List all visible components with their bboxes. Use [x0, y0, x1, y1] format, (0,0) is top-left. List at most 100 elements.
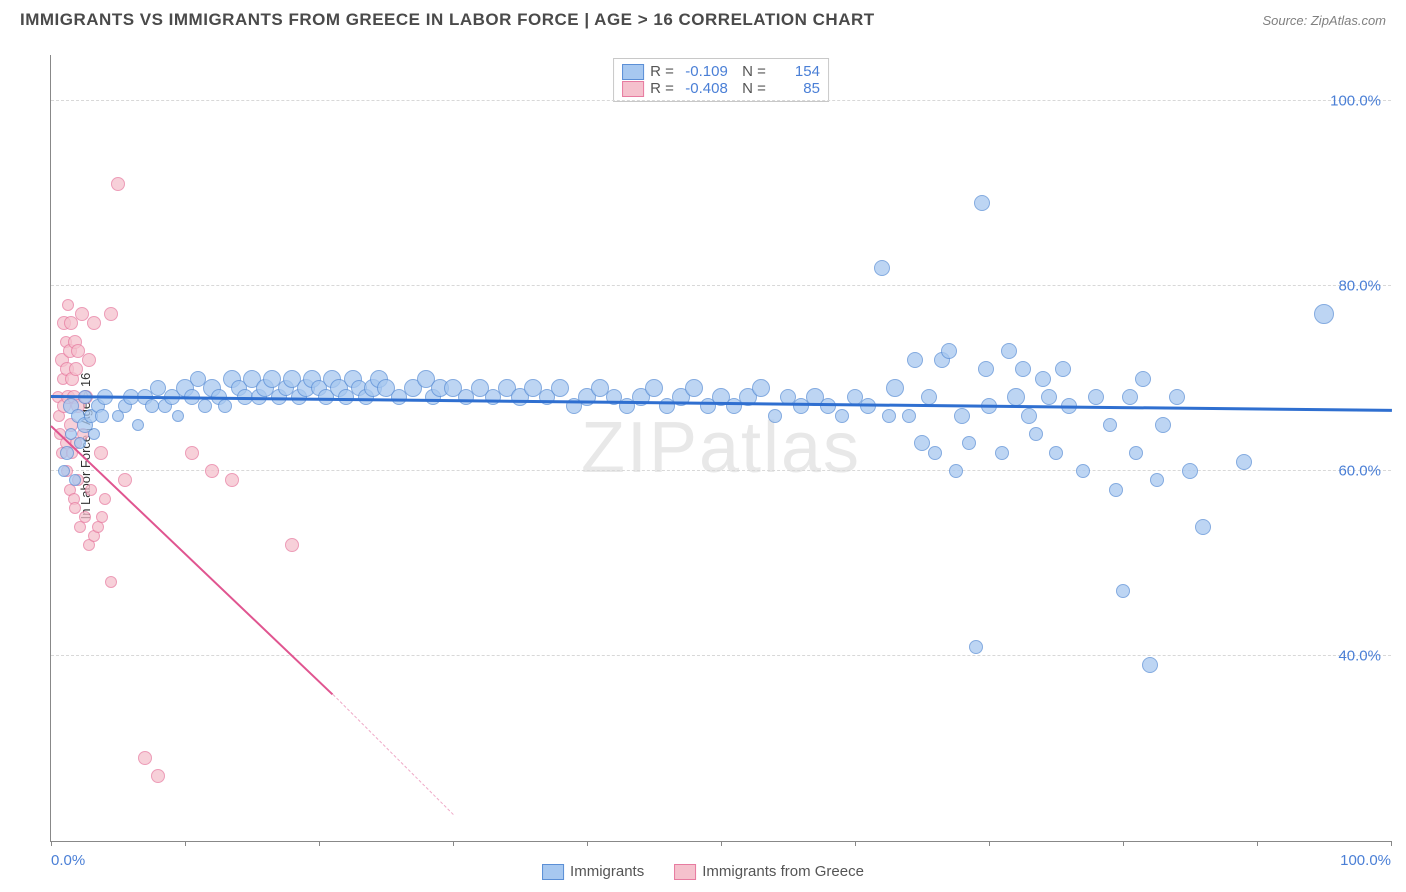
- xtick-mark: [855, 841, 856, 846]
- data-point: [914, 435, 930, 451]
- data-point: [1076, 464, 1090, 478]
- ytick-label: 80.0%: [1338, 278, 1381, 295]
- data-point: [1129, 446, 1143, 460]
- xtick-mark: [51, 841, 52, 846]
- data-point: [94, 446, 108, 460]
- data-point: [1109, 483, 1123, 497]
- stat-label-r: R =: [650, 63, 674, 80]
- data-point: [886, 379, 904, 397]
- data-point: [185, 446, 199, 460]
- data-point: [95, 409, 109, 423]
- data-point: [205, 464, 219, 478]
- xtick-mark: [721, 841, 722, 846]
- data-point: [1314, 304, 1334, 324]
- data-point: [1135, 371, 1151, 387]
- data-point: [921, 389, 937, 405]
- data-point: [99, 493, 111, 505]
- data-point: [145, 399, 159, 413]
- data-point: [1195, 519, 1211, 535]
- data-point: [74, 437, 86, 449]
- data-point: [995, 446, 1009, 460]
- data-point: [1182, 463, 1198, 479]
- ytick-label: 100.0%: [1330, 93, 1381, 110]
- data-point: [882, 409, 896, 423]
- data-point: [645, 379, 663, 397]
- data-point: [1029, 427, 1043, 441]
- xtick-mark: [1391, 841, 1392, 846]
- data-point: [978, 361, 994, 377]
- data-point: [874, 260, 890, 276]
- stat-label-n: N =: [734, 80, 766, 97]
- data-point: [85, 484, 97, 496]
- data-point: [1035, 371, 1051, 387]
- data-point: [104, 307, 118, 321]
- xtick-mark: [185, 841, 186, 846]
- data-point: [1236, 454, 1252, 470]
- data-point: [225, 473, 239, 487]
- data-point: [962, 436, 976, 450]
- data-point: [111, 177, 125, 191]
- data-point: [88, 428, 100, 440]
- ytick-label: 40.0%: [1338, 648, 1381, 665]
- chart-header: IMMIGRANTS VS IMMIGRANTS FROM GREECE IN …: [0, 0, 1406, 40]
- data-point: [172, 410, 184, 422]
- data-point: [198, 399, 212, 413]
- data-point: [907, 352, 923, 368]
- data-point: [132, 419, 144, 431]
- data-point: [941, 343, 957, 359]
- data-point: [1049, 446, 1063, 460]
- xtick-label: 100.0%: [1340, 852, 1391, 869]
- data-point: [1142, 657, 1158, 673]
- legend-item-series1: Immigrants: [542, 863, 644, 880]
- gridline-h: [51, 285, 1391, 286]
- legend: Immigrants Immigrants from Greece: [542, 863, 864, 880]
- data-point: [1001, 343, 1017, 359]
- data-point: [1116, 584, 1130, 598]
- legend-item-series2: Immigrants from Greece: [674, 863, 864, 880]
- swatch-series1: [542, 864, 564, 880]
- data-point: [685, 379, 703, 397]
- data-point: [768, 409, 782, 423]
- xtick-mark: [453, 841, 454, 846]
- data-point: [118, 473, 132, 487]
- legend-label-series1: Immigrants: [570, 863, 644, 880]
- data-point: [551, 379, 569, 397]
- data-point: [1155, 417, 1171, 433]
- data-point: [138, 751, 152, 765]
- stat-r-series2: -0.408: [680, 80, 728, 97]
- data-point: [860, 398, 876, 414]
- data-point: [58, 465, 70, 477]
- data-point: [151, 769, 165, 783]
- xtick-mark: [587, 841, 588, 846]
- trend-line: [332, 694, 453, 815]
- data-point: [1150, 473, 1164, 487]
- xtick-label: 0.0%: [51, 852, 85, 869]
- data-point: [1103, 418, 1117, 432]
- xtick-mark: [1257, 841, 1258, 846]
- data-point: [75, 307, 89, 321]
- legend-label-series2: Immigrants from Greece: [702, 863, 864, 880]
- data-point: [87, 316, 101, 330]
- data-point: [285, 538, 299, 552]
- gridline-h: [51, 655, 1391, 656]
- data-point: [752, 379, 770, 397]
- stat-label-n: N =: [734, 63, 766, 80]
- data-point: [1007, 388, 1025, 406]
- scatter-chart: ZIPatlas R = -0.109 N = 154 R = -0.408 N…: [50, 55, 1391, 842]
- stat-n-series1: 154: [772, 63, 820, 80]
- data-point: [820, 398, 836, 414]
- data-point: [105, 576, 117, 588]
- xtick-mark: [989, 841, 990, 846]
- data-point: [954, 408, 970, 424]
- data-point: [1122, 389, 1138, 405]
- data-point: [82, 353, 96, 367]
- data-point: [79, 511, 91, 523]
- data-point: [1041, 389, 1057, 405]
- data-point: [1015, 361, 1031, 377]
- correlation-stats-box: R = -0.109 N = 154 R = -0.408 N = 85: [613, 58, 829, 102]
- swatch-series2: [674, 864, 696, 880]
- swatch-series1: [622, 64, 644, 80]
- stats-row-series2: R = -0.408 N = 85: [622, 80, 820, 97]
- data-point: [1021, 408, 1037, 424]
- source-attribution: Source: ZipAtlas.com: [1262, 13, 1386, 28]
